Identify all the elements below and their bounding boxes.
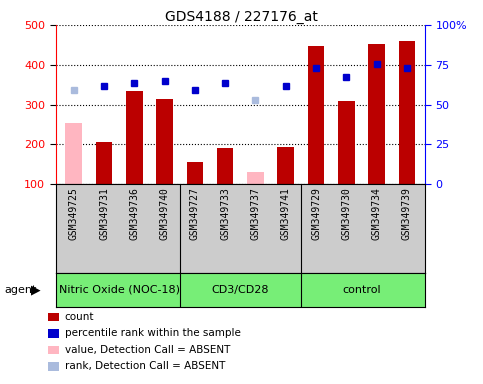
Text: GSM349740: GSM349740 — [159, 187, 170, 240]
Bar — [126, 91, 142, 184]
Text: GSM349739: GSM349739 — [402, 187, 412, 240]
Text: GDS4188 / 227176_at: GDS4188 / 227176_at — [165, 10, 318, 23]
Text: control: control — [342, 285, 381, 295]
Text: GSM349741: GSM349741 — [281, 187, 291, 240]
Text: agent: agent — [5, 285, 37, 295]
Text: GSM349729: GSM349729 — [311, 187, 321, 240]
Text: GSM349734: GSM349734 — [371, 187, 382, 240]
Text: value, Detection Call = ABSENT: value, Detection Call = ABSENT — [65, 345, 230, 355]
Text: ▶: ▶ — [31, 283, 41, 296]
Bar — [65, 122, 82, 184]
Text: GSM349731: GSM349731 — [99, 187, 109, 240]
Bar — [277, 147, 294, 184]
Text: GSM349733: GSM349733 — [220, 187, 230, 240]
Text: GSM349737: GSM349737 — [251, 187, 260, 240]
Text: GSM349736: GSM349736 — [129, 187, 139, 240]
Bar — [398, 41, 415, 184]
Bar — [96, 142, 113, 184]
Bar — [186, 162, 203, 184]
Text: GSM349730: GSM349730 — [341, 187, 351, 240]
Text: percentile rank within the sample: percentile rank within the sample — [65, 328, 241, 338]
Bar — [368, 44, 385, 184]
Text: rank, Detection Call = ABSENT: rank, Detection Call = ABSENT — [65, 361, 225, 371]
Bar — [338, 101, 355, 184]
Bar — [156, 99, 173, 184]
Bar — [308, 46, 325, 184]
Text: count: count — [65, 312, 94, 322]
Text: GSM349725: GSM349725 — [69, 187, 79, 240]
Bar — [247, 172, 264, 184]
Text: Nitric Oxide (NOC-18): Nitric Oxide (NOC-18) — [58, 285, 180, 295]
Text: GSM349727: GSM349727 — [190, 187, 200, 240]
Bar — [217, 148, 233, 184]
Text: CD3/CD28: CD3/CD28 — [212, 285, 269, 295]
